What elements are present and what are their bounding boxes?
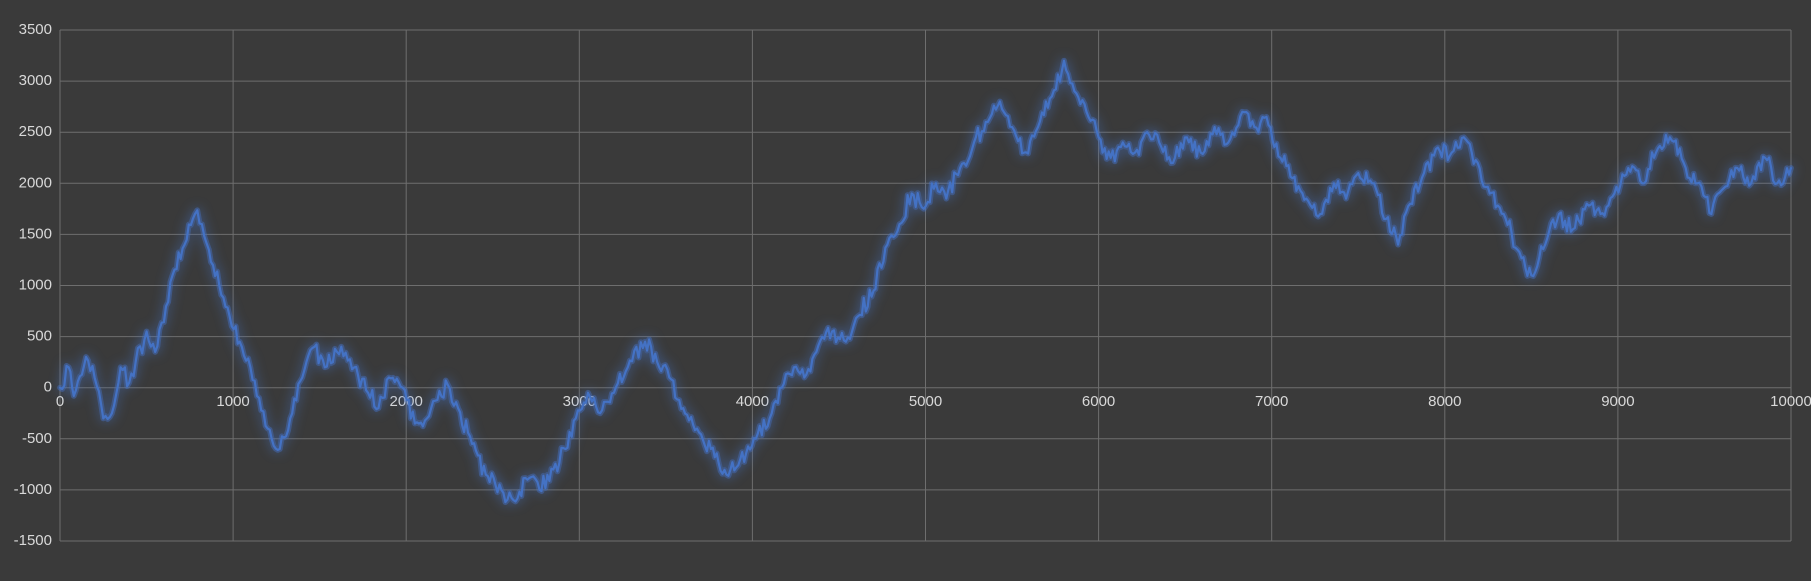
x-axis-tick-label: 6000	[1082, 393, 1115, 410]
x-axis-tick-label: 1000	[216, 393, 249, 410]
y-axis-tick-label: 2500	[19, 123, 52, 140]
x-axis-tick-label: 4000	[736, 393, 769, 410]
y-axis-tick-label: -1000	[14, 481, 52, 498]
line-chart: -1500 -1000 -500 0 500 1000 1500 2000 2500 3000 35…	[0, 0, 1811, 581]
y-axis-tick-label: 3000	[19, 72, 52, 89]
y-axis-tick-label: 1000	[19, 276, 52, 293]
x-axis-tick-label: 9000	[1601, 393, 1634, 410]
x-axis-tick-label: 7000	[1255, 393, 1288, 410]
x-axis-tick-label: 10000	[1770, 393, 1811, 410]
x-axis-tick-label: 0	[56, 393, 64, 410]
y-axis-tick-label: 500	[27, 328, 52, 345]
y-axis-tick-label: 2000	[19, 174, 52, 191]
y-axis-tick-label: 3500	[19, 21, 52, 38]
chart-container: -1500 -1000 -500 0 500 1000 1500 2000 2500 3000 35…	[0, 0, 1811, 581]
y-axis-tick-label: -1500	[14, 532, 52, 549]
y-axis-tick-label: 0	[44, 379, 52, 396]
x-axis-tick-label: 5000	[909, 393, 942, 410]
chart-background	[0, 0, 1811, 581]
y-axis-tick-label: -500	[22, 430, 52, 447]
y-axis-tick-label: 1500	[19, 225, 52, 242]
x-axis-tick-label: 8000	[1428, 393, 1461, 410]
